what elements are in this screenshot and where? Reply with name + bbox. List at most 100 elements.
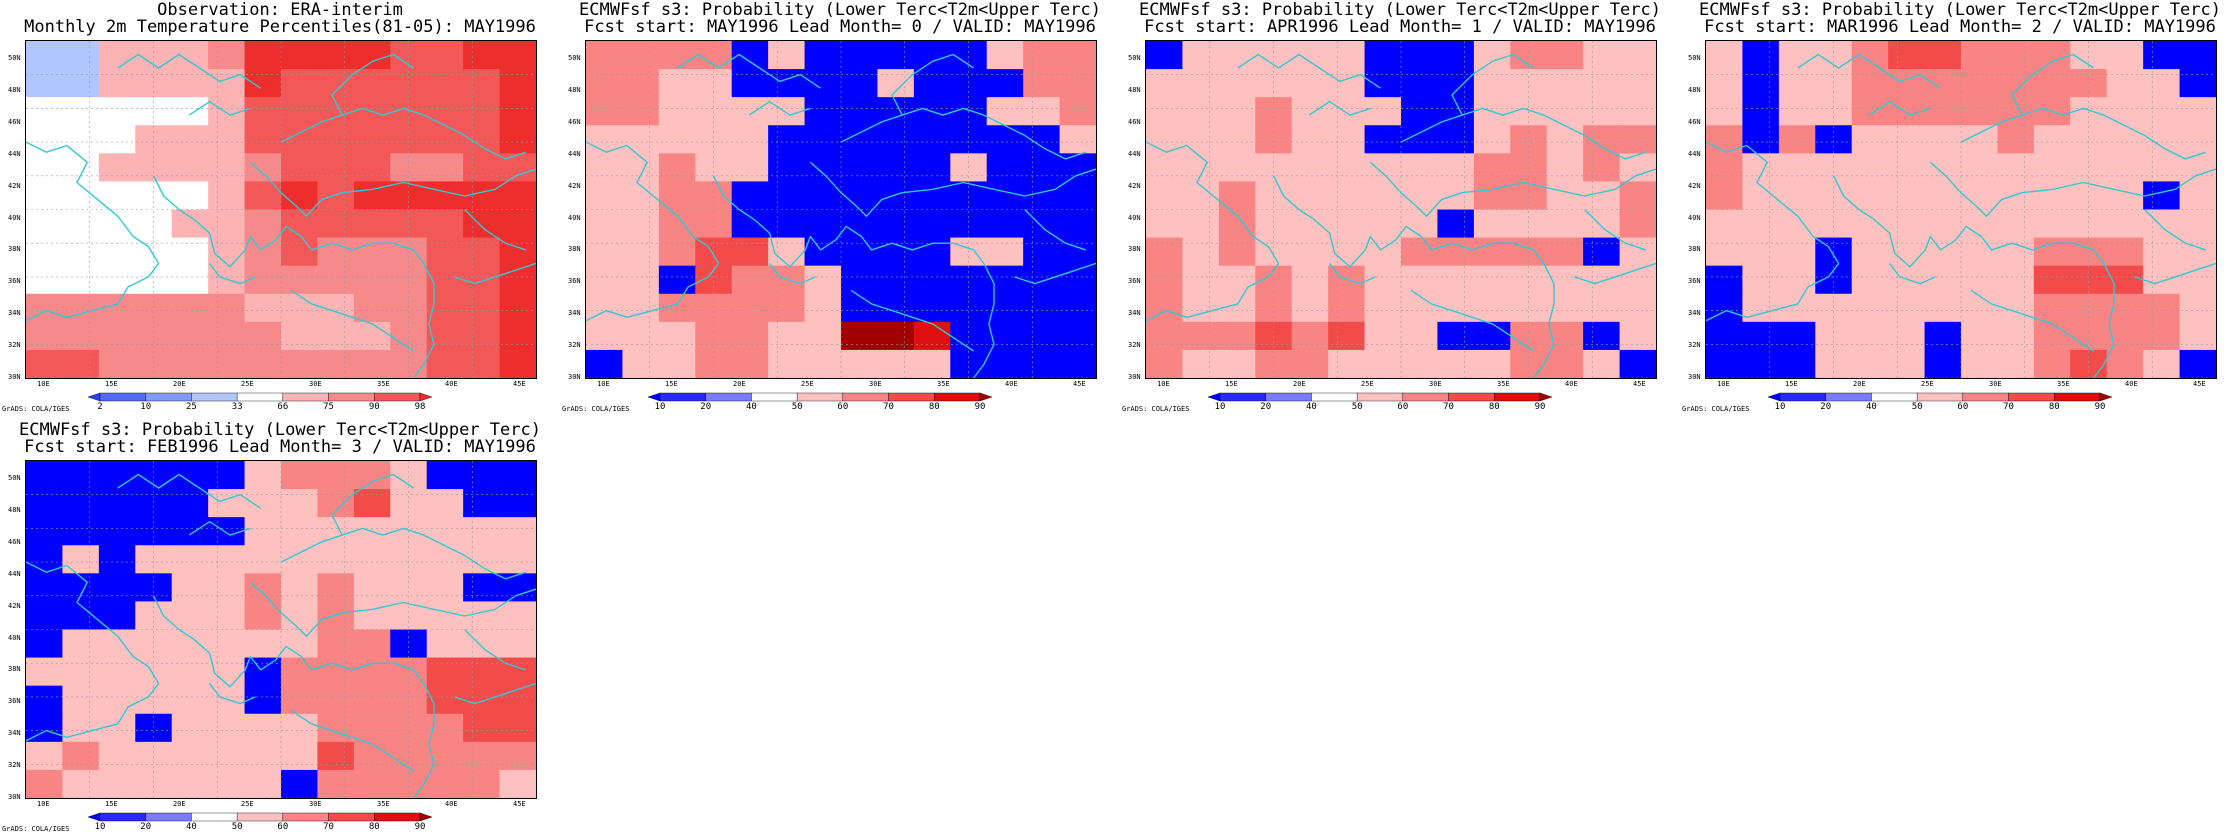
grid-cell [1023,69,1061,98]
coastline [891,53,974,116]
grid-cell [1742,209,1780,239]
grid-cell [135,125,173,154]
grid-cell [2033,125,2071,154]
map-panel-lead3: ECMWFsf s3: Probability (Lower Terc<T2m<… [0,420,560,840]
grid-cell [1182,321,1220,351]
map-plot-area [25,40,537,379]
lon-tick-label: 10E [597,380,610,388]
grid-cell [317,685,355,715]
grid-cell [658,125,696,154]
grid-cell [62,41,100,70]
grid-cell [1364,293,1402,323]
grid-cell [1815,69,1853,98]
grid-cell [244,97,282,126]
grid-cell [1583,237,1621,267]
colorbar-label: 70 [883,402,894,412]
grid-cell [2033,69,2071,98]
grid-cell [2106,181,2144,211]
colorbar-swatch [1219,392,1266,402]
colorbar-swatch [99,392,146,402]
grid-cell [1546,349,1584,378]
panel-title-line1: Observation: ERA-interim [157,0,403,20]
grid-cell [986,41,1024,70]
grid-cell [1619,97,1656,126]
lon-tick-label: 45E [513,800,526,808]
grid-cell [1437,209,1475,239]
grid-cell [768,349,806,378]
grid-cell [586,181,624,211]
panel-title-line1: ECMWFsf s3: Probability (Lower Terc<T2m<… [19,420,541,440]
lon-tick-label: 35E [2057,380,2070,388]
grid-cell [1961,349,1999,378]
grid-cell [1706,349,1744,378]
colorbar-swatch [99,812,146,822]
grid-cell [1778,237,1816,267]
colorbar-swatch [191,812,238,822]
grid-cell [731,69,769,98]
lon-tick-label: 25E [1921,380,1934,388]
grid-cell [877,237,915,267]
lon-tick-label: 40E [1565,380,1578,388]
grid-cell [62,517,100,546]
grid-cell [768,153,806,183]
grid-cell [26,321,64,351]
coastline [464,209,527,251]
lat-tick-label: 30N [568,373,581,381]
grid-cell [1583,265,1621,295]
grid-cell [281,349,319,378]
colorbar-swatch [1779,392,1826,402]
grid-cell [317,601,355,631]
grid-cell [1961,237,1999,267]
coastline [1014,262,1096,285]
grid-cell [986,97,1024,126]
grid-cell [622,125,660,154]
lat-tick-label: 44N [8,569,21,578]
lat-tick-label: 46N [1128,117,1141,126]
coastline [1329,262,1376,285]
coastline [1308,101,1371,116]
grid-cell [731,293,769,323]
grid-cell [1706,237,1744,267]
shaded-grid [1706,41,2216,378]
colorbar-label: 70 [1443,402,1454,412]
grid-cell [98,685,136,715]
grid-cell [390,489,428,518]
grid-cell [208,489,246,518]
grid-cell [1778,69,1816,98]
grid-cell [1291,293,1329,323]
grid-cell [2179,69,2216,98]
grid-cell [244,237,282,267]
grid-cell [731,349,769,378]
coastline [1970,289,2094,352]
grid-cell [353,349,391,378]
grid-cell [426,153,464,183]
grid-cell [1182,237,1220,267]
grid-cell [877,321,915,351]
grid-cell [695,181,733,211]
grid-cell [98,209,136,239]
coastline [290,709,414,772]
colorbar-label: 80 [368,822,380,832]
shaded-grid [26,461,536,798]
grid-cell [1851,181,1889,211]
grid-cell [244,629,282,659]
grid-cell [353,41,391,70]
lat-tick-label: 36N [1688,277,1701,286]
grid-cell [1401,181,1439,211]
panel-title-line2: Fcst start: MAR1996 Lead Month= 2 / VALI… [1704,17,2216,37]
grid-cell [2070,69,2108,98]
grid-cell [317,181,355,211]
coastline [1369,161,1656,217]
grid-cell [841,349,879,378]
grid-cell [841,265,879,295]
grid-cell [281,657,319,687]
grid-cell [390,349,428,378]
lon-tick-label: 30E [1989,380,2002,388]
coastline [413,683,435,798]
colorbar-label: 40 [1306,402,1317,412]
coastline [1533,263,1555,378]
grid-cell [622,237,660,267]
colorbar-label: 10 [94,822,106,832]
lat-tick-label: 34N [8,309,21,318]
lon-tick-label: 15E [105,380,118,388]
